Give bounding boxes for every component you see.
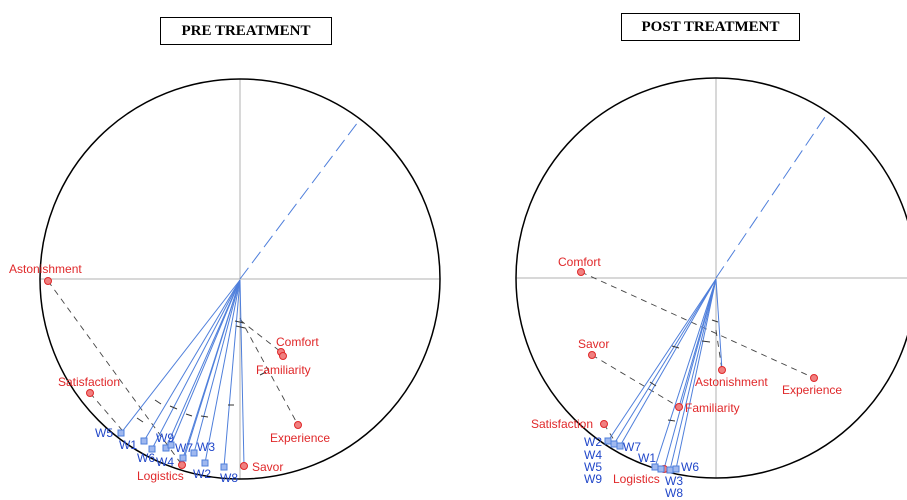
pre-variable-points bbox=[44, 277, 302, 470]
post-label-w5: W5 bbox=[584, 460, 602, 474]
pre-projection-satisfaction bbox=[89, 392, 123, 431]
pre-label-w4: W4 bbox=[156, 455, 174, 469]
post-label-familiarity: Familiarity bbox=[685, 401, 740, 415]
pre-label-savor: Savor bbox=[252, 460, 283, 474]
pre-label-w5: W5 bbox=[95, 426, 113, 440]
post-label-w1: W1 bbox=[638, 451, 656, 465]
post-projection-savor bbox=[591, 354, 680, 408]
pre-label-logistics: Logistics bbox=[137, 469, 184, 483]
post-label-w7: W7 bbox=[623, 440, 641, 454]
pre-label-experience: Experience bbox=[270, 431, 330, 445]
post-projection-astonishment bbox=[715, 329, 723, 371]
pre-label-astonishment: Astonishment bbox=[9, 262, 82, 276]
post-treatment-panel: Comfort Savor Astonishment Experience Fa… bbox=[515, 77, 907, 500]
post-label-astonishment: Astonishment bbox=[695, 375, 768, 389]
post-label-satisfaction: Satisfaction bbox=[531, 417, 593, 431]
post-diagonal-reference bbox=[715, 113, 828, 279]
post-label-w4: W4 bbox=[584, 448, 602, 462]
post-projection-rays bbox=[607, 278, 723, 471]
pre-individual-points bbox=[117, 429, 228, 471]
post-label-comfort: Comfort bbox=[558, 255, 601, 269]
post-treatment-title: POST TREATMENT bbox=[621, 13, 800, 41]
post-label-w3: W3 bbox=[665, 474, 683, 488]
pre-projection-rays bbox=[120, 279, 245, 468]
post-label-w8: W8 bbox=[665, 486, 683, 500]
pre-label-w6: W6 bbox=[137, 451, 155, 465]
post-individual-points bbox=[604, 437, 680, 474]
pre-label-w8: W8 bbox=[220, 471, 238, 485]
pre-label-familiarity: Familiarity bbox=[256, 363, 311, 377]
pre-treatment-panel: Astonishment Comfort Familiarity Satisfa… bbox=[9, 78, 441, 485]
post-label-experience: Experience bbox=[782, 383, 842, 397]
post-label-savor: Savor bbox=[578, 337, 609, 351]
pre-label-w1: W1 bbox=[119, 438, 137, 452]
pre-projection-experience bbox=[239, 317, 299, 426]
pre-ray-ticks bbox=[136, 320, 267, 423]
pre-projection-comfort bbox=[239, 319, 282, 353]
pre-label-comfort: Comfort bbox=[276, 335, 319, 349]
post-projection-comfort bbox=[580, 271, 815, 379]
pre-label-w2: W2 bbox=[193, 467, 211, 481]
pre-treatment-title: PRE TREATMENT bbox=[160, 17, 332, 45]
pre-diagonal-reference bbox=[239, 121, 359, 280]
pre-label-w7: W7 bbox=[175, 441, 193, 455]
post-label-w6: W6 bbox=[681, 460, 699, 474]
post-label-w2: W2 bbox=[584, 435, 602, 449]
pre-correlation-circle bbox=[39, 78, 441, 480]
pre-label-w9: W9 bbox=[156, 431, 174, 445]
post-label-logistics: Logistics bbox=[613, 472, 660, 486]
post-correlation-circle bbox=[515, 77, 907, 479]
pre-label-satisfaction: Satisfaction bbox=[58, 375, 120, 389]
post-label-w9: W9 bbox=[584, 472, 602, 486]
post-ray-ticks bbox=[649, 319, 719, 422]
pre-label-w3: W3 bbox=[197, 440, 215, 454]
